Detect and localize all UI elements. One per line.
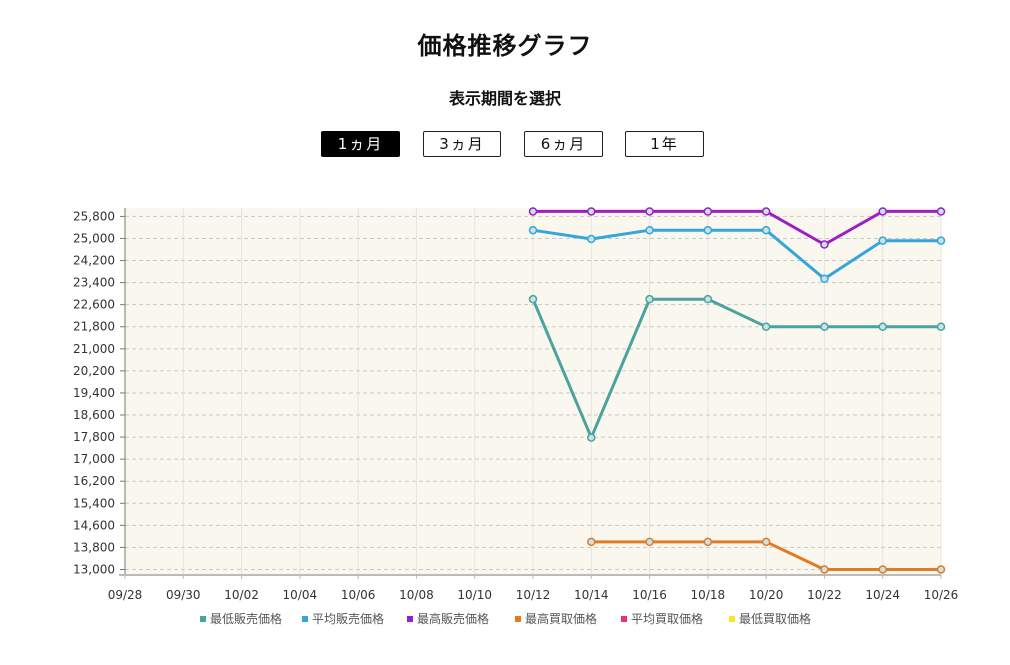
data-point [587,234,596,244]
data-point [587,207,596,216]
y-tick-label: 22,600 [73,298,115,312]
x-tick-label: 10/06 [341,588,376,602]
y-tick-label: 21,800 [73,320,115,334]
data-point [645,537,654,547]
data-point [645,294,654,304]
legend-label: 最低販売価格 [210,611,282,626]
data-point [878,236,887,245]
data-point [936,322,946,331]
data-point [528,294,538,304]
y-tick-label: 18,600 [73,408,115,422]
data-point [820,322,829,331]
legend-swatch [515,616,521,622]
x-tick-label: 10/20 [749,588,784,602]
x-tick-label: 09/28 [108,588,143,602]
series-1 [528,225,946,284]
data-point [936,565,946,574]
period-button-6-months[interactable]: 6ヵ月 [524,131,603,157]
y-tick-label: 25,000 [73,231,115,245]
x-tick-label: 10/10 [457,588,492,602]
legend-swatch [621,616,627,622]
data-point [528,225,538,235]
data-point [820,274,829,284]
y-tick-label: 19,400 [73,386,115,400]
data-point [587,537,596,547]
y-tick-label: 13,800 [73,540,115,554]
series-line [533,209,941,246]
y-tick-label: 14,600 [73,518,115,532]
data-point [761,225,771,235]
period-selector-label: 表示期間を選択 [448,89,561,108]
series-0 [528,294,946,442]
x-tick-label: 10/02 [224,588,259,602]
data-point [761,322,771,331]
page-title: 価格推移グラフ [417,32,593,60]
x-tick-label: 10/08 [399,588,434,602]
x-tick-label: 10/12 [516,588,551,602]
y-tick-label: 25,800 [73,209,115,223]
series-3 [587,537,946,574]
data-point [761,207,771,216]
data-point [820,240,829,249]
data-point [703,537,713,547]
legend-label: 最低買取価格 [739,611,811,626]
y-tick-label: 17,000 [73,452,115,466]
data-point [703,225,713,235]
y-tick-label: 23,400 [73,276,115,290]
y-tick-label: 13,000 [73,562,115,576]
series-2 [528,207,946,249]
x-tick-label: 10/18 [691,588,726,602]
legend-label: 平均販売価格 [312,611,384,626]
x-tick-label: 10/22 [807,588,842,602]
period-button-3-months[interactable]: 3ヵ月 [423,131,501,157]
legend-swatch [302,616,308,622]
data-point [528,207,538,216]
data-point [936,207,946,216]
series-line [532,228,941,281]
data-point [703,207,713,216]
y-tick-label: 21,000 [73,342,115,356]
x-tick-label: 10/24 [865,588,900,602]
legend-label: 平均買取価格 [631,611,703,626]
data-point [936,236,946,245]
data-point [878,322,887,331]
x-tick-label: 10/26 [924,588,959,602]
legend-swatch [407,616,413,622]
period-button-1-year[interactable]: 1年 [625,131,704,157]
y-tick-label: 16,200 [73,474,115,488]
data-point [820,565,829,574]
legend-swatch [200,616,206,622]
y-tick-label: 24,200 [73,254,115,268]
x-tick-label: 10/04 [283,588,318,602]
x-tick-label: 09/30 [166,588,201,602]
data-point [761,537,771,547]
period-button-1-month[interactable]: 1ヵ月 [321,131,400,157]
y-tick-label: 17,800 [73,430,115,444]
y-tick-label: 20,200 [73,364,115,378]
y-tick-label: 15,400 [73,496,115,510]
x-tick-label: 10/14 [574,588,609,602]
legend-label: 最高買取価格 [525,611,597,626]
data-point [645,207,654,216]
legend-label: 最高販売価格 [417,611,489,626]
data-point [878,565,887,574]
data-point [703,294,713,304]
data-point [645,225,654,235]
x-tick-label: 10/16 [632,588,667,602]
series-line [531,297,941,440]
data-point [878,207,887,216]
data-point [587,433,596,442]
legend-swatch [729,616,735,622]
